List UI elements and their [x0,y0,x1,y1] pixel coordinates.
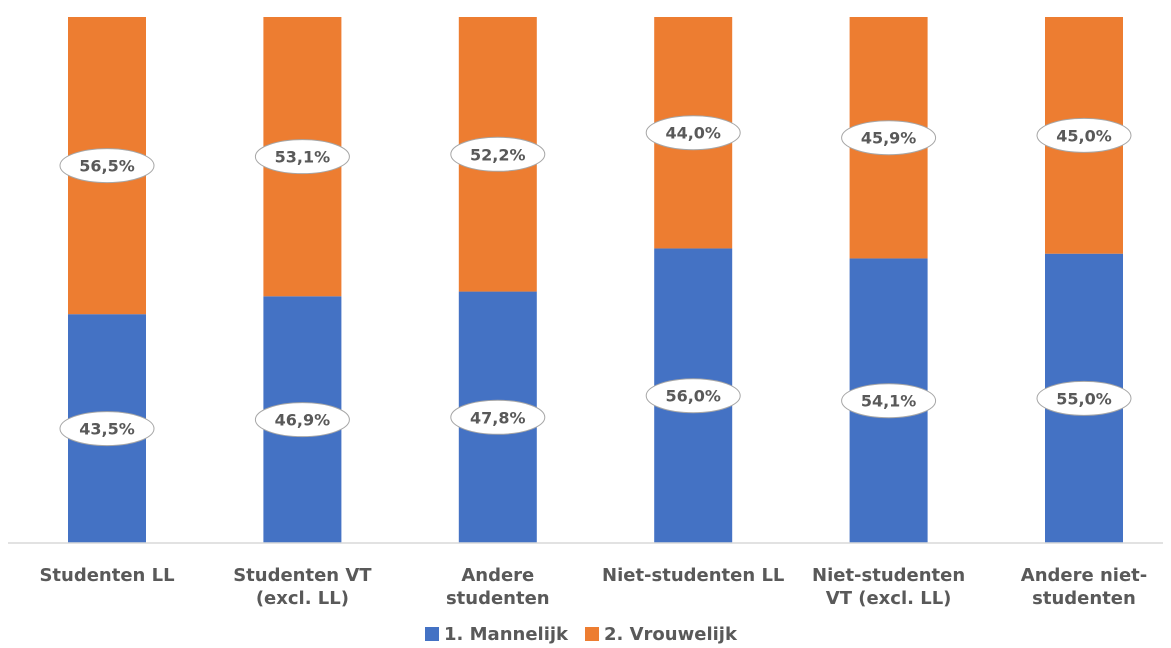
data-label-bubble [841,120,937,156]
data-label-bubble [450,399,546,435]
legend-swatch [585,627,599,641]
data-label-bubble [645,378,741,414]
data-label-text: 44,0% [665,124,721,143]
legend-label: 2. Vrouwelijk [604,624,738,645]
data-label-bubble [254,139,350,175]
data-label-text: 46,9% [275,411,331,430]
category-label-1: Studenten VT (excl. LL) [233,565,372,609]
bars-group [68,17,1123,543]
data-label-mannelijk-5: 55,0% [1036,380,1132,416]
data-label-mannelijk-4: 54,1% [841,383,937,419]
data-label-bubble [1036,380,1132,416]
data-label-vrouwelijk-1: 53,1% [254,139,350,175]
category-label-2: Andere studenten [446,565,550,609]
data-label-text: 52,2% [470,145,526,164]
category-labels-group: Studenten LL Studenten VT (excl. LL) Andere… [39,565,1147,609]
data-label-text: 45,0% [1056,126,1112,145]
legend-label: 1. Mannelijk [444,624,569,645]
legend-swatch [425,627,439,641]
data-label-bubble [1036,117,1132,153]
data-label-bubble [645,115,741,151]
data-label-vrouwelijk-4: 45,9% [841,120,937,156]
data-label-vrouwelijk-3: 44,0% [645,115,741,151]
data-label-bubble [254,402,350,438]
data-label-bubble [841,383,937,419]
legend-item-vrouwelijk: 2. Vrouwelijk [585,624,738,645]
data-label-text: 56,5% [79,157,135,176]
data-labels-group: 43,5% 56,5% 46,9% 53,1% 47,8% 52,2% 56,0% 44,0%… [59,115,1132,447]
data-label-text: 53,1% [275,148,331,167]
legend-item-mannelijk: 1. Mannelijk [425,624,569,645]
category-label-4: Niet-studenten VT (excl. LL) [812,565,965,609]
data-label-mannelijk-2: 47,8% [450,399,546,435]
data-label-vrouwelijk-0: 56,5% [59,148,155,184]
data-label-mannelijk-3: 56,0% [645,378,741,414]
data-label-vrouwelijk-2: 52,2% [450,136,546,172]
data-label-vrouwelijk-5: 45,0% [1036,117,1132,153]
data-label-mannelijk-0: 43,5% [59,411,155,447]
data-label-text: 54,1% [861,392,917,411]
data-label-bubble [450,136,546,172]
category-label-0: Studenten LL [39,565,174,586]
data-label-text: 47,8% [470,408,526,427]
data-label-bubble [59,411,155,447]
data-label-text: 45,9% [861,129,917,148]
data-label-mannelijk-1: 46,9% [254,402,350,438]
data-label-text: 43,5% [79,420,135,439]
legend: 1. Mannelijk 2. Vrouwelijk [425,624,738,645]
data-label-text: 55,0% [1056,389,1112,408]
data-label-bubble [59,148,155,184]
data-label-text: 56,0% [665,387,721,406]
category-label-5: Andere niet-studenten [1021,565,1147,609]
category-label-3: Niet-studenten LL [602,565,784,586]
